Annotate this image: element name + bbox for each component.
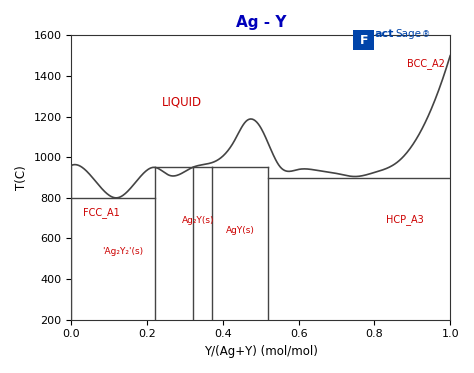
Text: FCC_A1: FCC_A1 xyxy=(83,207,119,218)
Text: act: act xyxy=(374,29,394,39)
Text: F: F xyxy=(360,34,368,47)
Y-axis label: T(C): T(C) xyxy=(15,165,28,190)
Text: ®: ® xyxy=(422,30,430,39)
Text: LIQUID: LIQUID xyxy=(162,96,202,109)
Text: HCP_A3: HCP_A3 xyxy=(386,214,424,225)
X-axis label: Y/(Ag+Y) (mol/mol): Y/(Ag+Y) (mol/mol) xyxy=(204,345,318,358)
Title: Ag - Y: Ag - Y xyxy=(236,15,286,30)
Text: 'Ag₂Y₂'(s): 'Ag₂Y₂'(s) xyxy=(102,247,143,256)
Text: BCC_A2: BCC_A2 xyxy=(407,58,445,69)
Text: Sage: Sage xyxy=(396,29,422,39)
Text: Ag₂Y(s): Ag₂Y(s) xyxy=(182,216,215,225)
Text: AgY(s): AgY(s) xyxy=(226,226,255,235)
